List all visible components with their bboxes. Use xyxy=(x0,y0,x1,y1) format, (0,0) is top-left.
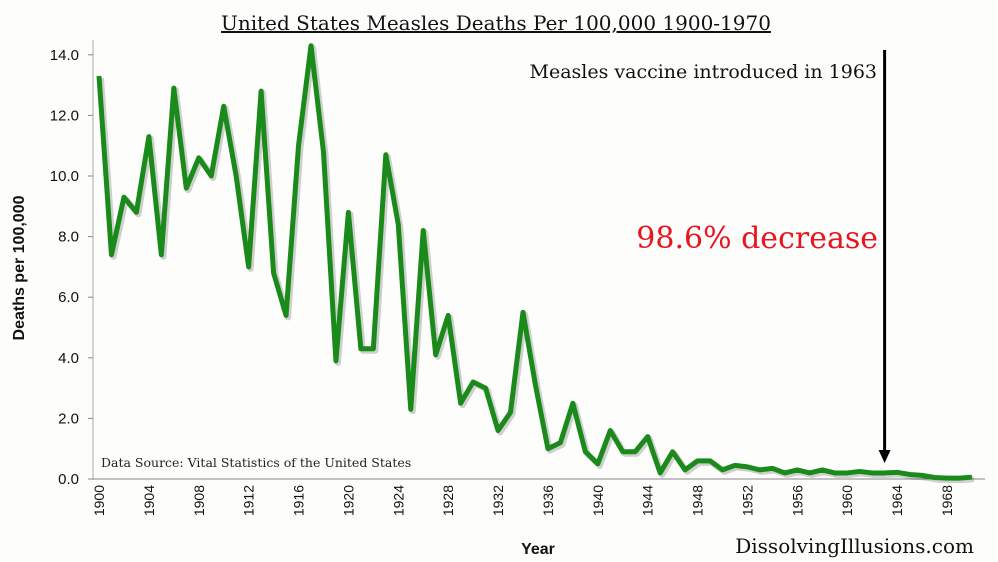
x-tick-label: 1944 xyxy=(640,485,656,516)
x-tick-label: 1924 xyxy=(390,485,406,516)
y-tick-label: 8.0 xyxy=(58,229,79,246)
y-tick-label: 12.0 xyxy=(50,107,79,124)
x-tick-label: 1952 xyxy=(739,485,755,516)
vaccine-annotation: Measles vaccine introduced in 1963 xyxy=(530,61,878,83)
y-tick-label: 4.0 xyxy=(58,350,79,367)
y-tick-label: 2.0 xyxy=(58,410,79,427)
series-line xyxy=(96,43,973,481)
x-tick-label: 1940 xyxy=(590,485,606,516)
x-tick-label: 1968 xyxy=(939,485,955,516)
series-line-shadow xyxy=(98,44,975,484)
x-tick-label: 1908 xyxy=(191,485,207,516)
x-tick-label: 1904 xyxy=(141,485,157,516)
credit-text: DissolvingIllusions.com xyxy=(735,534,974,558)
x-tick-label: 1960 xyxy=(839,485,855,516)
data-source-note: Data Source: Vital Statistics of the Uni… xyxy=(101,455,411,470)
decrease-annotation: 98.6% decrease xyxy=(636,221,878,256)
y-tick-label: 6.0 xyxy=(58,289,79,306)
y-tick-label: 10.0 xyxy=(50,168,79,185)
x-axis-label: Year xyxy=(521,541,555,558)
x-tick-label: 1964 xyxy=(889,485,905,516)
x-tick-label: 1912 xyxy=(241,485,257,516)
vaccine-arrow-head xyxy=(878,450,891,463)
y-tick-label: 14.0 xyxy=(50,47,79,64)
x-tick-label: 1948 xyxy=(690,485,706,516)
x-tick-label: 1900 xyxy=(91,485,107,516)
y-axis-label: Deaths per 100,000 xyxy=(11,195,28,340)
x-tick-label: 1932 xyxy=(490,485,506,516)
x-tick-label: 1928 xyxy=(440,485,456,516)
chart-title: United States Measles Deaths Per 100,000… xyxy=(221,11,771,35)
y-tick-label: 0.0 xyxy=(58,471,79,488)
x-tick-label: 1956 xyxy=(789,485,805,516)
x-tick-label: 1936 xyxy=(540,485,556,516)
x-tick-label: 1920 xyxy=(340,485,356,516)
x-tick-label: 1916 xyxy=(291,485,307,516)
